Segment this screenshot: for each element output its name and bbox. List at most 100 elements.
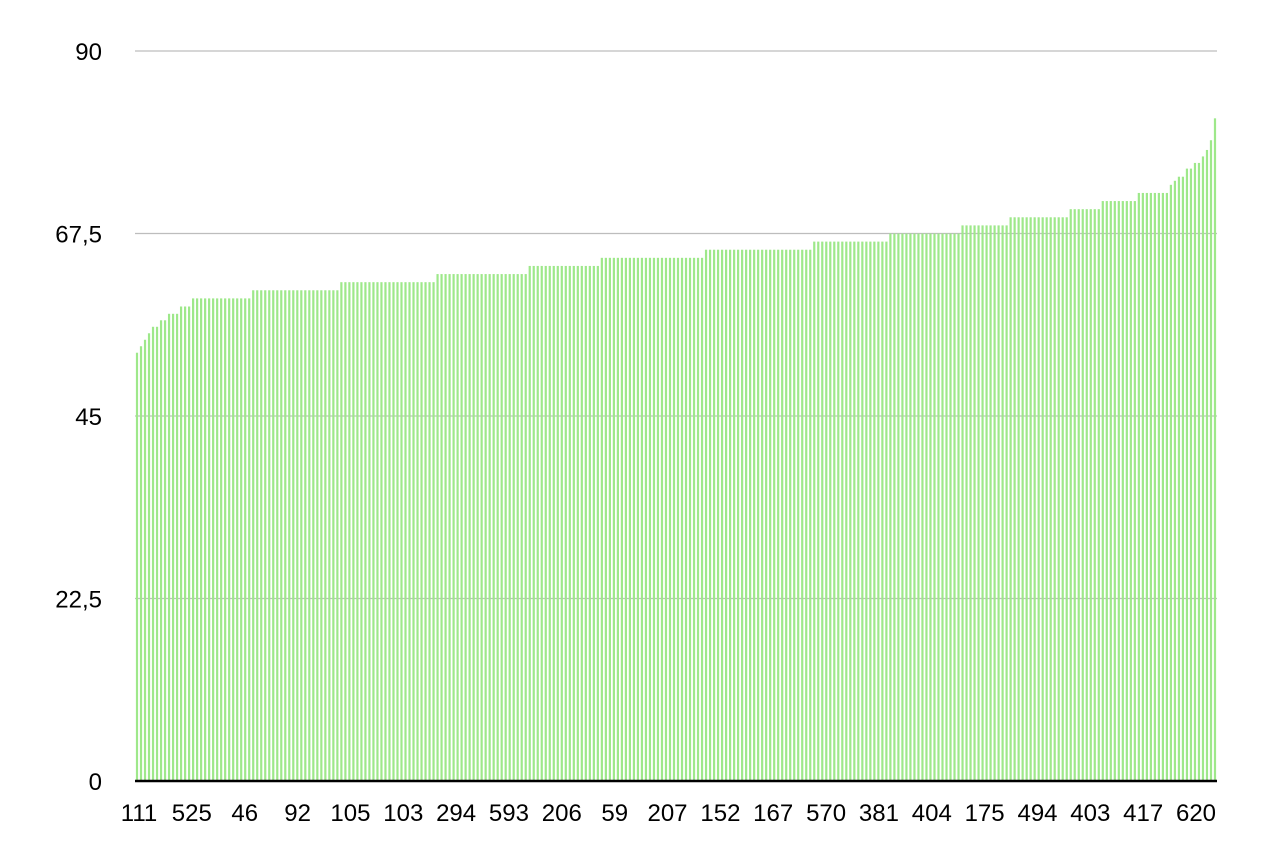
bar (1121, 201, 1124, 781)
bar (396, 282, 399, 781)
bar (1213, 118, 1217, 781)
bar (484, 274, 487, 781)
bar (716, 249, 720, 782)
bar (769, 249, 772, 782)
bar (432, 282, 435, 781)
bar (200, 298, 203, 781)
bar (183, 306, 187, 781)
x-tick-label: 167 (753, 800, 793, 827)
bar (712, 249, 716, 782)
bar (384, 282, 387, 781)
bar (440, 274, 443, 781)
bar (1205, 149, 1209, 781)
bar (921, 233, 924, 781)
bar (232, 298, 235, 781)
x-axis-ticks: 111 525 46 92 105 103 294 593 206 59 207 152 167 570 3… (121, 800, 1216, 827)
bar (656, 257, 660, 782)
x-tick-label: 620 (1176, 800, 1216, 827)
bar (256, 290, 259, 781)
bar (376, 282, 379, 781)
bar (961, 225, 964, 781)
x-tick-label: 570 (806, 800, 846, 827)
bar (909, 233, 912, 781)
bar (1093, 209, 1096, 782)
bar (608, 257, 611, 782)
bar (821, 241, 824, 782)
bar (1133, 201, 1136, 781)
bar (1045, 217, 1048, 781)
bar (428, 282, 431, 781)
bar (1157, 192, 1160, 781)
bar (288, 290, 291, 781)
x-tick-label: 175 (965, 800, 1005, 827)
bar (524, 274, 527, 781)
y-tick-label: 90 (75, 39, 102, 66)
bar (869, 241, 872, 782)
bar (324, 290, 327, 781)
x-tick-label: 105 (330, 800, 370, 827)
bar (1077, 209, 1080, 782)
bar (704, 249, 708, 782)
bar (436, 274, 439, 781)
bar (155, 326, 159, 781)
bar (348, 282, 351, 781)
bar (147, 333, 151, 781)
x-tick-label: 92 (284, 800, 311, 827)
y-tick-label: 45 (75, 404, 102, 431)
bar (392, 282, 395, 781)
bar (1001, 225, 1004, 781)
bar (592, 265, 595, 781)
bar (404, 282, 407, 781)
bar (268, 290, 271, 781)
bar (1173, 180, 1177, 781)
bar (151, 326, 155, 781)
bar (240, 298, 243, 781)
bar (861, 241, 864, 782)
bar (700, 257, 704, 782)
x-tick-label: 206 (542, 800, 582, 827)
bar (684, 257, 688, 782)
bar (941, 233, 944, 781)
bar (356, 282, 359, 781)
bar (1065, 217, 1068, 781)
bar (901, 233, 904, 781)
bar (797, 249, 800, 782)
bar (456, 274, 459, 781)
bar (1097, 209, 1100, 782)
bar (308, 290, 311, 781)
bar (468, 274, 471, 781)
bar (1025, 217, 1028, 781)
bar (352, 282, 355, 781)
bar (580, 265, 583, 781)
bar (576, 265, 579, 781)
bar (817, 241, 820, 782)
bar (897, 233, 900, 781)
bar (885, 241, 888, 782)
bar (520, 274, 523, 781)
bar (1005, 225, 1008, 781)
bar (789, 249, 792, 782)
x-tick-label: 207 (647, 800, 687, 827)
bar (1141, 192, 1144, 781)
bar (1129, 201, 1132, 781)
bar (416, 282, 419, 781)
bar (965, 225, 968, 781)
bar (781, 249, 784, 782)
bar (805, 249, 808, 782)
bar (953, 233, 956, 781)
bar (532, 265, 535, 781)
bar (212, 298, 215, 781)
bar (508, 274, 511, 781)
bar (472, 274, 475, 781)
bar (488, 274, 491, 781)
bar (368, 282, 371, 781)
bar (1189, 168, 1193, 782)
bar (785, 249, 788, 782)
bar (933, 233, 936, 781)
bar (1033, 217, 1036, 781)
bar (757, 249, 760, 782)
bar (536, 265, 539, 781)
bar (1145, 192, 1148, 781)
